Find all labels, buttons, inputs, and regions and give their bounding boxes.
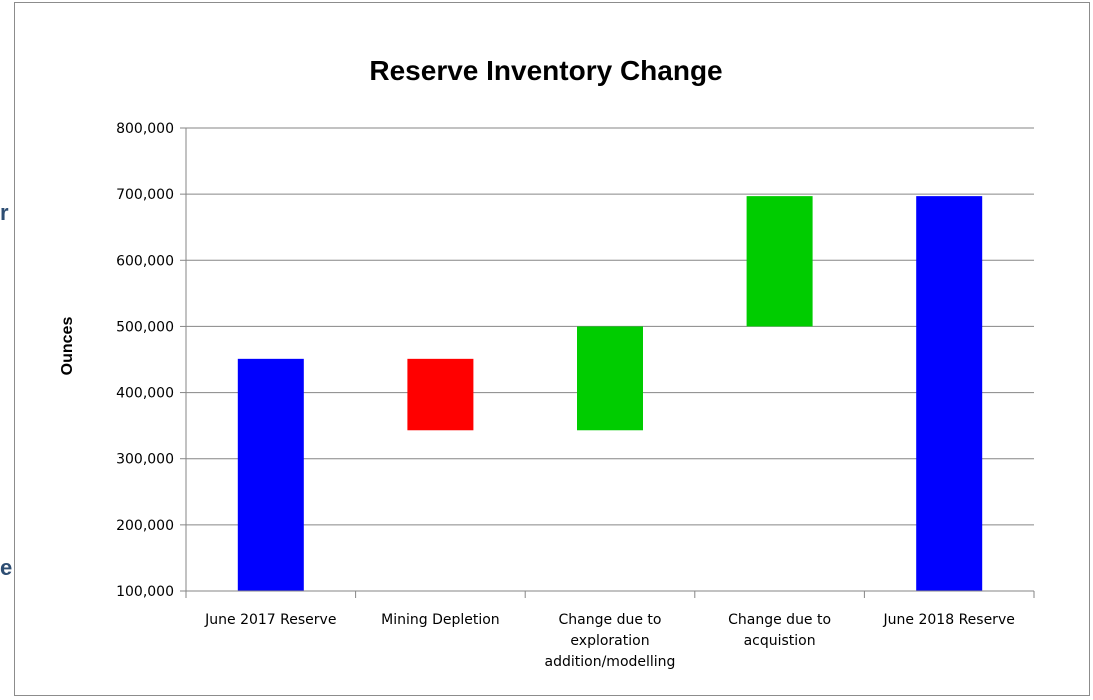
y-tick-label: 500,000 <box>116 319 174 335</box>
y-axis-label: Ounces <box>59 317 76 376</box>
y-tick-label: 300,000 <box>116 452 174 468</box>
x-category-label: June 2018 Reserve <box>883 612 1015 628</box>
x-category-label: Mining Depletion <box>381 612 500 628</box>
bar <box>746 196 813 327</box>
side-fragment-top: r <box>0 200 9 225</box>
y-tick-label: 200,000 <box>116 518 174 534</box>
x-category-label: Change due to acquistion <box>728 612 831 649</box>
axes <box>180 127 1035 598</box>
y-tick-label: 800,000 <box>116 121 174 137</box>
bar <box>916 196 983 591</box>
x-category-label: June 2017 Reserve <box>204 612 336 628</box>
y-tick-labels: 100,000 200,000 300,000 400,000 500,000 600,0… <box>116 121 174 600</box>
x-category-label: Change due to exploration addition/modelli… <box>545 612 676 670</box>
y-tick-label: 600,000 <box>116 253 174 269</box>
chart-title: Reserve Inventory Change <box>369 55 722 86</box>
y-tick-label: 400,000 <box>116 386 174 402</box>
chart-frame <box>14 2 1090 696</box>
x-category-labels: June 2017 Reserve Mining Depletion Change … <box>204 612 1015 670</box>
bar <box>577 326 643 431</box>
y-tick-label: 700,000 <box>116 187 174 203</box>
bars <box>237 196 983 591</box>
y-tick-label: 100,000 <box>116 584 174 600</box>
bar <box>237 358 304 591</box>
bar <box>407 358 474 431</box>
side-fragment-bottom: e <box>0 555 13 580</box>
side-text-fragments: r e <box>0 0 14 700</box>
